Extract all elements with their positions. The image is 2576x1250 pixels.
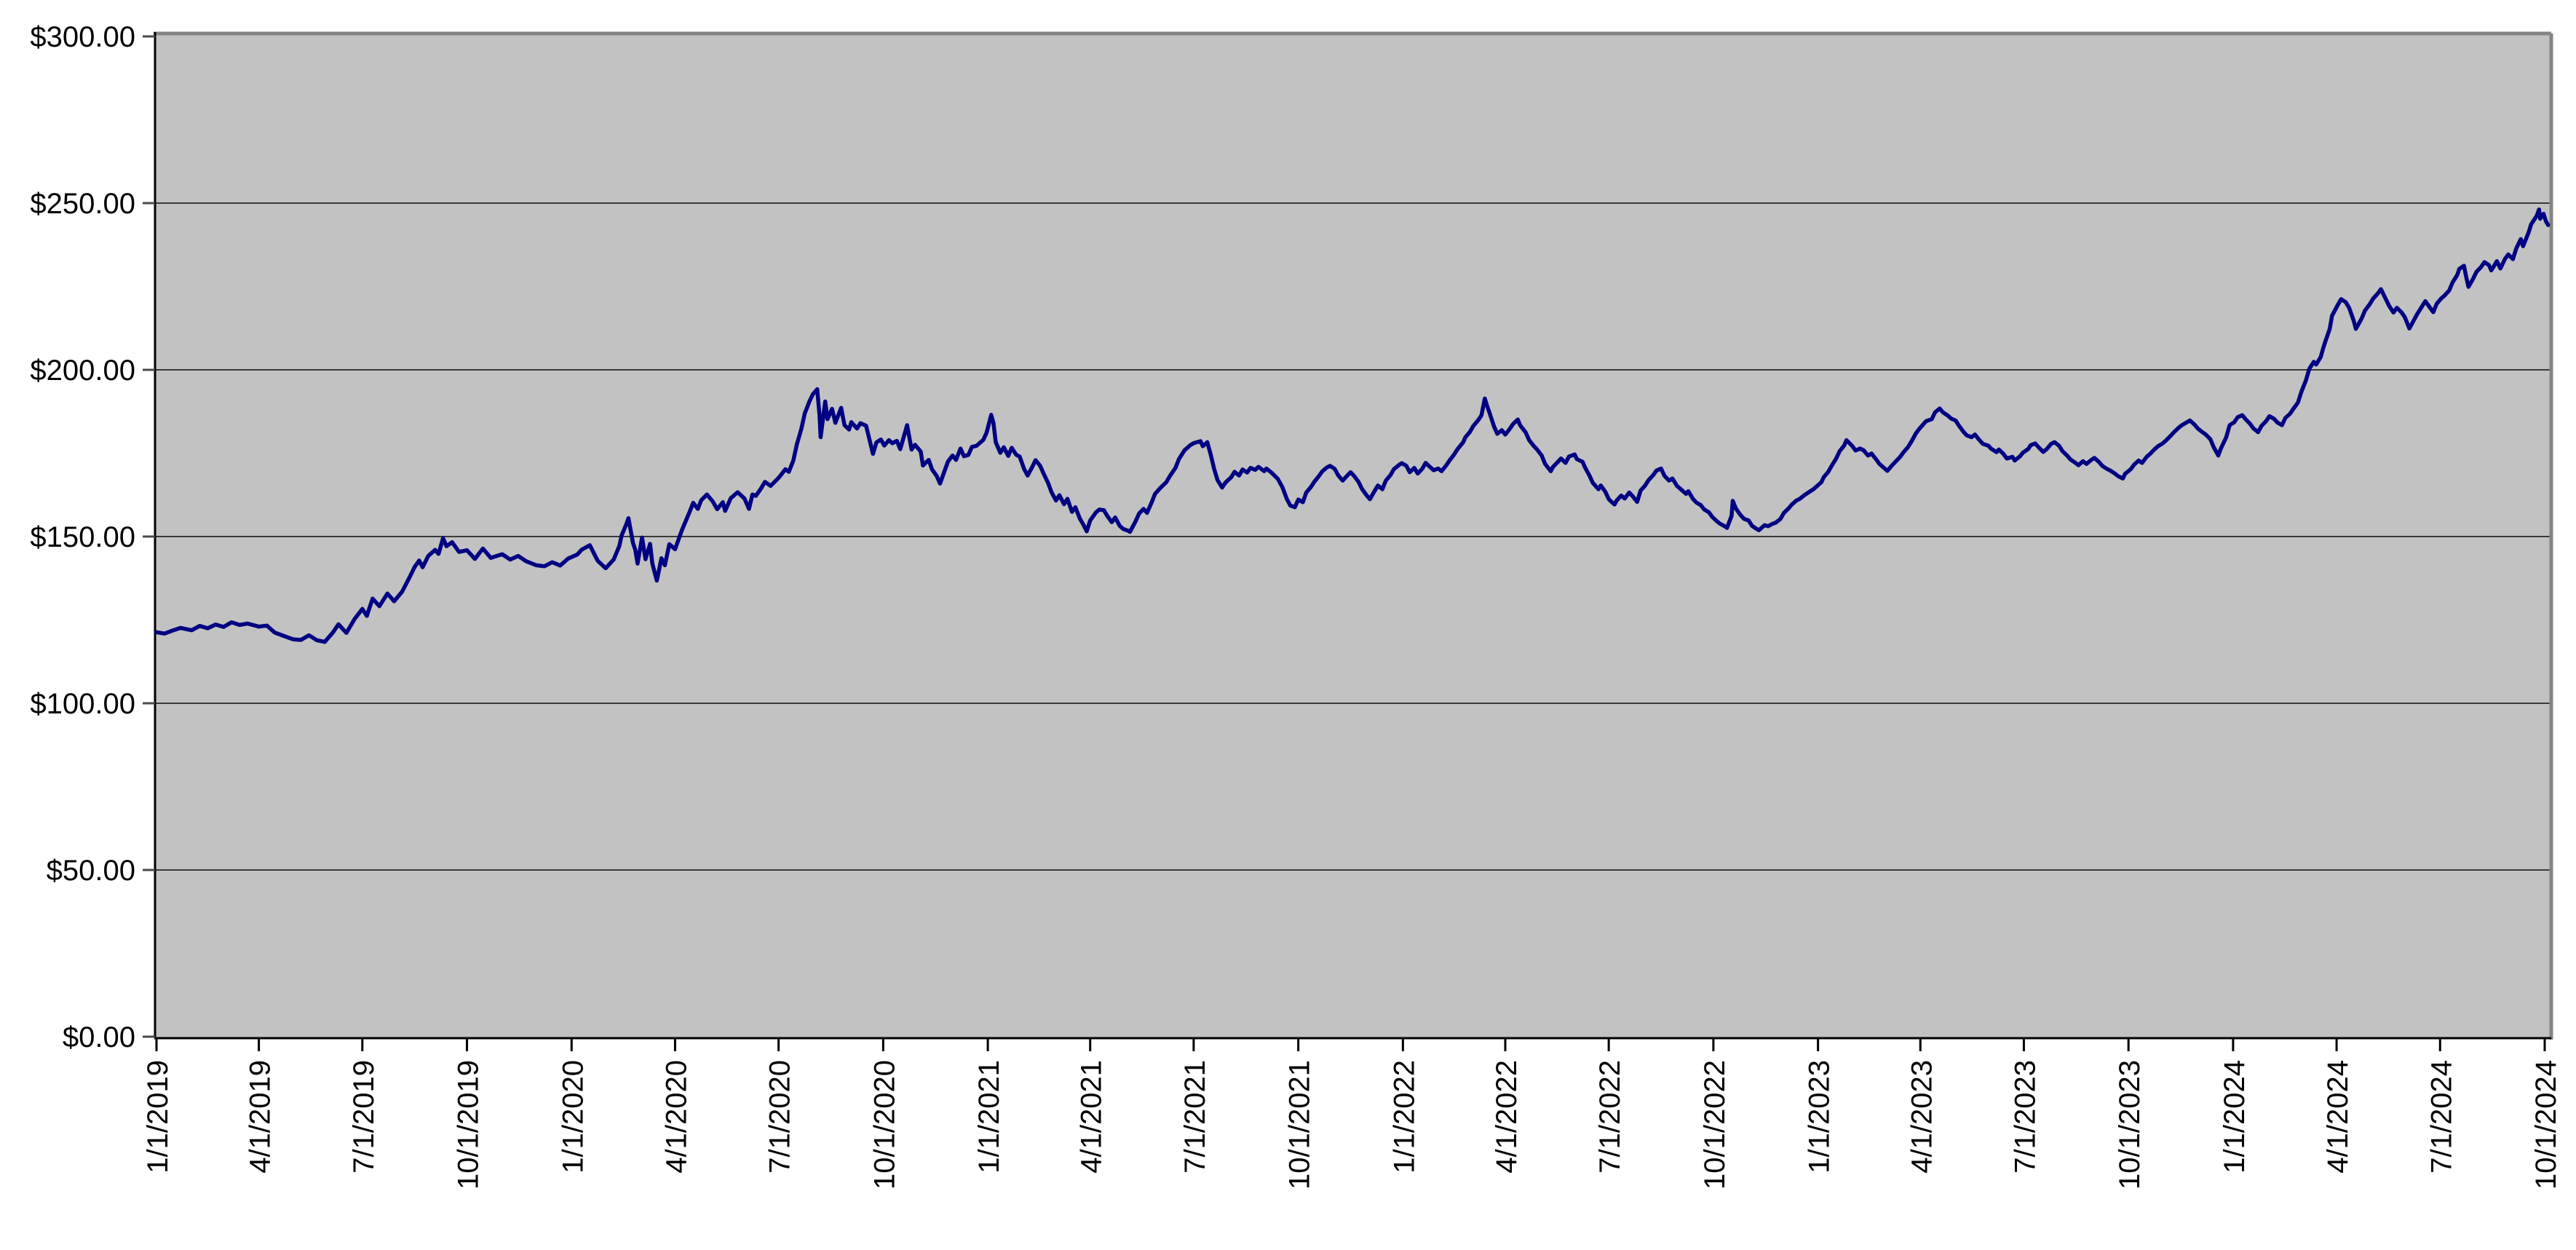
x-axis-tick-label: 4/1/2021 bbox=[1076, 1060, 1108, 1174]
y-axis-tick-label: $0.00 bbox=[63, 1021, 135, 1053]
x-axis-tick-label: 1/1/2021 bbox=[973, 1060, 1005, 1174]
price-series-line bbox=[154, 207, 2551, 644]
x-axis-tick-label: 4/1/2019 bbox=[245, 1060, 277, 1174]
x-axis-tick-label: 10/1/2021 bbox=[1284, 1060, 1316, 1190]
x-axis-tick-label: 7/1/2021 bbox=[1179, 1060, 1211, 1174]
x-axis-tick-label: 1/1/2019 bbox=[142, 1060, 174, 1174]
x-axis-tick-label: 10/1/2019 bbox=[453, 1060, 485, 1190]
x-axis-tick-label: 7/1/2020 bbox=[764, 1060, 796, 1174]
x-axis-tick-label: 1/1/2022 bbox=[1388, 1060, 1420, 1174]
x-axis-tick-label: 10/1/2020 bbox=[868, 1060, 900, 1190]
x-axis-tick-label: 1/1/2024 bbox=[2219, 1060, 2251, 1174]
y-axis-tick-label: $100.00 bbox=[30, 688, 135, 720]
x-axis-tick-label: 1/1/2020 bbox=[557, 1060, 589, 1174]
x-axis-tick-label: 4/1/2022 bbox=[1491, 1060, 1523, 1174]
y-axis-tick-label: $200.00 bbox=[30, 355, 135, 387]
x-axis-tick-label: 10/1/2024 bbox=[2530, 1060, 2562, 1190]
x-axis-tick-label: 4/1/2020 bbox=[660, 1060, 692, 1174]
y-axis-tick-label: $250.00 bbox=[30, 188, 135, 220]
x-axis-tick-label: 1/1/2023 bbox=[1804, 1060, 1836, 1174]
x-axis-tick-label: 10/1/2023 bbox=[2114, 1060, 2146, 1190]
x-axis-tick-label: 7/1/2019 bbox=[348, 1060, 380, 1174]
x-axis-tick-label: 7/1/2022 bbox=[1594, 1060, 1626, 1174]
x-axis-tick-label: 4/1/2023 bbox=[1906, 1060, 1938, 1174]
y-axis-tick-label: $300.00 bbox=[30, 21, 135, 53]
x-axis-tick-label: 7/1/2024 bbox=[2425, 1060, 2457, 1174]
x-axis-tick-label: 4/1/2024 bbox=[2322, 1060, 2354, 1174]
y-axis-tick-label: $150.00 bbox=[30, 521, 135, 553]
y-axis-tick-label: $50.00 bbox=[47, 855, 135, 887]
x-axis-tick-label: 7/1/2023 bbox=[2009, 1060, 2041, 1174]
x-axis-tick-label: 10/1/2022 bbox=[1699, 1060, 1731, 1190]
